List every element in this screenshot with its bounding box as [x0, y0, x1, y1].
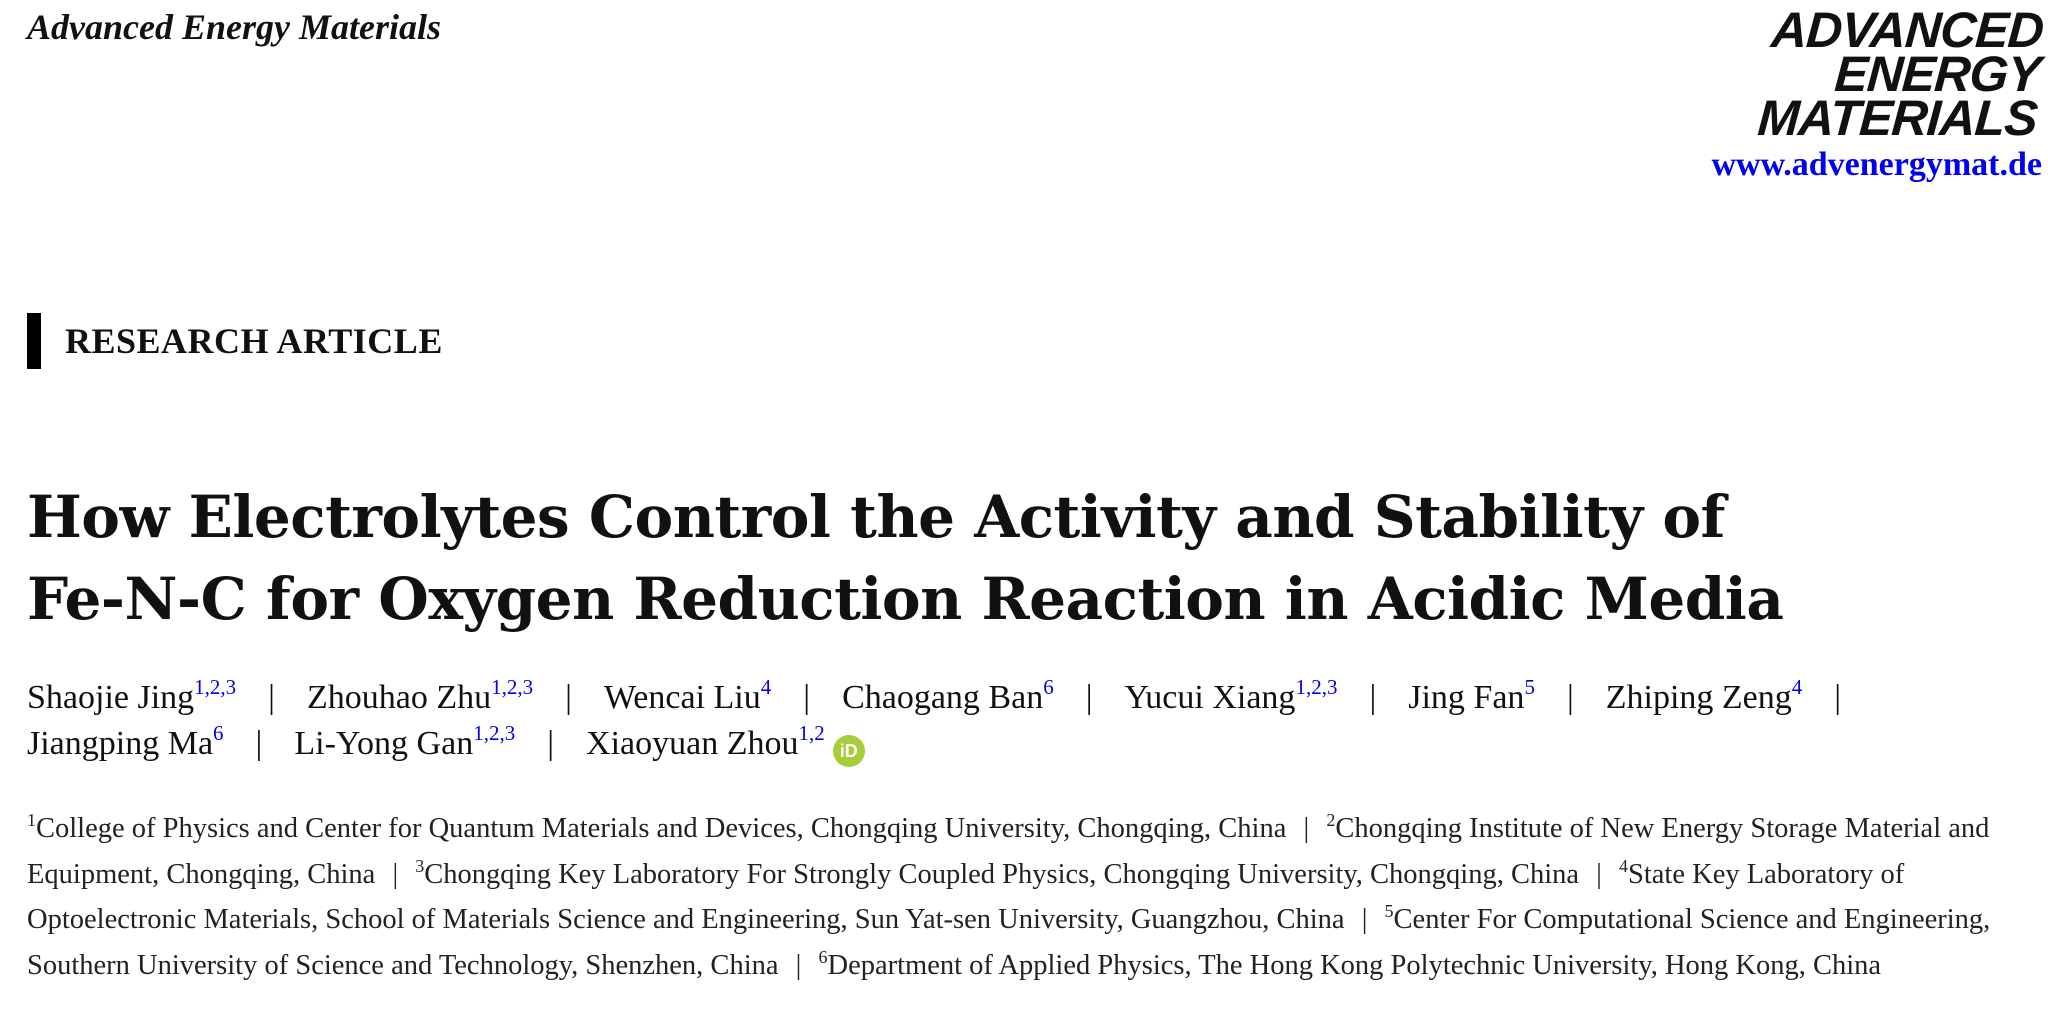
affiliation-text: Chongqing Key Laboratory For Strongly Co…: [424, 858, 1580, 890]
author[interactable]: Xiaoyuan Zhou1,2 iD: [586, 723, 865, 767]
author-separator: |: [1085, 679, 1093, 716]
affiliation-separator: |: [392, 858, 399, 890]
author-affiliation-ref[interactable]: 4: [760, 675, 772, 699]
author-name[interactable]: Jing Fan: [1408, 679, 1525, 716]
author-separator: |: [1566, 679, 1574, 716]
title-line: How Electrolytes Control the Activity an…: [27, 483, 1726, 551]
affiliation-item: 1College of Physics and Center for Quant…: [27, 810, 1287, 844]
title-line: Fe-N-C for Oxygen Reduction Reaction in …: [27, 565, 1784, 633]
affiliation-separator: |: [1361, 904, 1368, 935]
author-affiliation-ref[interactable]: 1,2,3: [194, 675, 237, 699]
author-affiliation-ref[interactable]: 1,2: [798, 721, 825, 745]
author-row: Jiangping Ma6 | Li-Yong Gan1,2,3 | Xiaoyuan …: [27, 721, 1841, 767]
author-list: Shaojie Jing1,2,3 | Zhouhao Zhu1,2,3 | Wenca…: [27, 675, 1841, 767]
article-title: How Electrolytes Control the Activity an…: [27, 476, 1784, 640]
affiliation-item: 3Chongqing Key Laboratory For Strongly C…: [415, 855, 1580, 890]
journal-url-link[interactable]: www.advenergymat.de: [1711, 146, 2042, 183]
author-affiliation-ref[interactable]: 6: [1043, 675, 1054, 699]
author-affiliation-ref[interactable]: 6: [213, 721, 224, 745]
affiliation-number: 6: [818, 946, 828, 967]
author[interactable]: Jiangping Ma6: [27, 723, 224, 763]
author[interactable]: Yucui Xiang1,2,3: [1124, 677, 1338, 717]
author-name[interactable]: Xiaoyuan Zhou: [586, 725, 799, 762]
author-separator: |: [268, 679, 275, 716]
orcid-icon[interactable]: iD: [832, 735, 865, 767]
author-separator: |: [1834, 679, 1842, 716]
journal-logo: ADVANCED ENERGY MATERIALS: [1756, 2, 2045, 146]
affiliations: 1College of Physics and Center for Quant…: [27, 806, 2027, 988]
author-separator: |: [255, 725, 263, 762]
author[interactable]: Zhouhao Zhu1,2,3: [306, 677, 533, 717]
author-affiliation-ref[interactable]: 5: [1524, 675, 1535, 699]
affiliation-item: 6Department of Applied Physics, The Hong…: [818, 946, 1882, 981]
affiliation-separator: |: [1596, 858, 1602, 890]
author-name[interactable]: Chaogang Ban: [842, 679, 1044, 716]
article-type-bar: [27, 313, 41, 369]
author[interactable]: Chaogang Ban6: [842, 677, 1054, 717]
affiliation-number: 5: [1384, 901, 1394, 921]
affiliation-text: College of Physics and Center for Quantu…: [36, 813, 1287, 844]
article-type: RESEARCH ARTICLE: [27, 313, 443, 369]
author-name[interactable]: Li-Yong Gan: [294, 725, 474, 762]
author[interactable]: Shaojie Jing1,2,3: [27, 677, 236, 717]
author-name[interactable]: Zhouhao Zhu: [306, 679, 492, 716]
author-name[interactable]: Wencai Liu: [603, 679, 761, 716]
affiliation-separator: |: [1303, 813, 1310, 844]
author[interactable]: Jing Fan5: [1408, 677, 1535, 717]
article-type-label: RESEARCH ARTICLE: [65, 321, 443, 361]
author[interactable]: Zhiping Zeng4: [1605, 677, 1803, 717]
author-separator: |: [547, 725, 555, 762]
author-affiliation-ref[interactable]: 1,2,3: [473, 721, 516, 745]
logo-line: MATERIALS: [1756, 90, 2039, 146]
journal-name: Advanced Energy Materials: [27, 7, 441, 47]
author-name[interactable]: Shaojie Jing: [27, 679, 195, 716]
affiliation-number: 1: [27, 810, 36, 830]
affiliation-item: 5Center For Computational Science and En…: [27, 901, 1991, 981]
affiliation-number: 4: [1619, 855, 1629, 876]
author-affiliation-ref[interactable]: 1,2,3: [491, 675, 534, 699]
author[interactable]: Wencai Liu4: [603, 677, 771, 717]
affiliation-separator: |: [795, 949, 802, 981]
author[interactable]: Li-Yong Gan1,2,3: [294, 723, 515, 763]
author-name[interactable]: Yucui Xiang: [1124, 679, 1296, 716]
author-row: Shaojie Jing1,2,3 | Zhouhao Zhu1,2,3 | Wenca…: [27, 675, 1841, 721]
author-separator: |: [565, 679, 572, 716]
affiliation-item: 2Chongqing Institute of New Energy Stora…: [27, 810, 1990, 890]
affiliation-text: State Key Laboratory of Optoelectronic M…: [27, 858, 1905, 936]
author-name[interactable]: Zhiping Zeng: [1605, 679, 1792, 716]
author-affiliation-ref[interactable]: 4: [1791, 675, 1803, 699]
author-name[interactable]: Jiangping Ma: [27, 725, 214, 762]
affiliation-item: 4State Key Laboratory of Optoelectronic …: [27, 855, 1905, 936]
author-affiliation-ref[interactable]: 1,2,3: [1295, 675, 1338, 699]
affiliation-number: 2: [1326, 810, 1336, 830]
affiliation-text: Chongqing Institute of New Energy Storag…: [27, 813, 1990, 890]
affiliation-number: 3: [415, 855, 425, 876]
author-separator: |: [803, 679, 811, 716]
author-separator: |: [1369, 679, 1377, 716]
affiliation-text: Department of Applied Physics, The Hong …: [827, 949, 1882, 981]
affiliation-text: Center For Computational Science and Eng…: [27, 904, 1991, 981]
